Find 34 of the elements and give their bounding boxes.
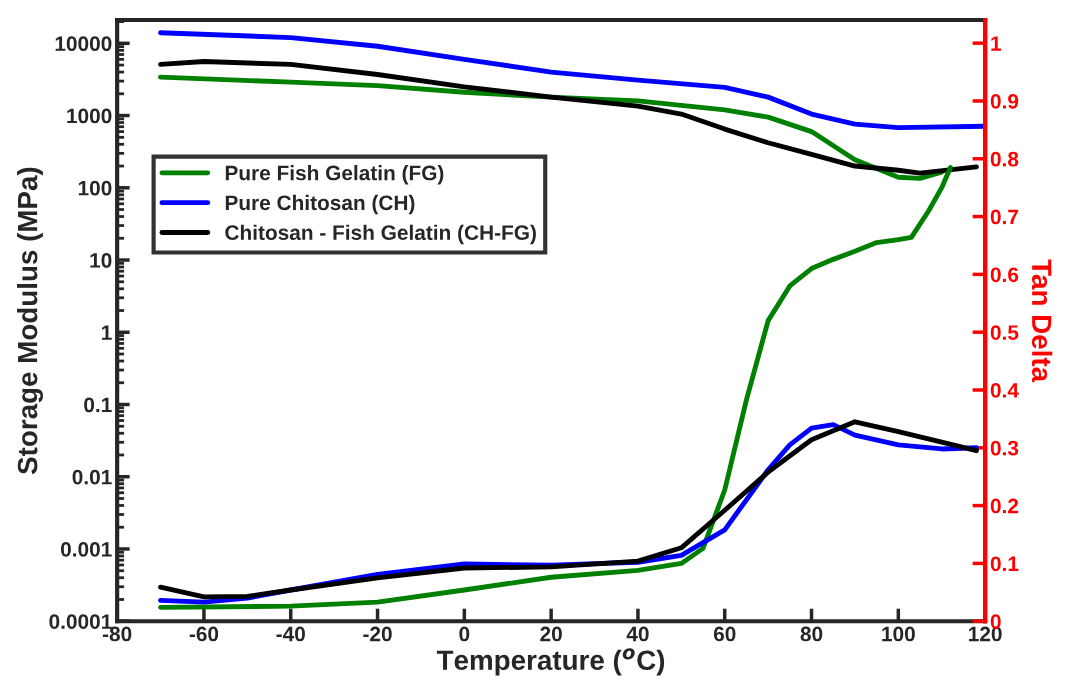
y2-tick-label: 0.7: [990, 209, 1019, 225]
x-tick-label: 40: [626, 626, 649, 642]
legend-label: Chitosan - Fish Gelatin (CH-FG): [225, 224, 536, 245]
y-tick-label: 10000: [55, 36, 112, 52]
y2-tick-label: 0.8: [990, 151, 1019, 167]
x-tick-label: 0: [459, 626, 470, 642]
y2-tick-label: 0.9: [990, 93, 1019, 109]
y-axis-title: Storage Modulus (MPa): [17, 167, 44, 475]
y-tick-label: 0.01: [72, 469, 112, 485]
y-tick-label: 0.001: [60, 541, 112, 557]
legend-label: Pure Fish Gelatin (FG): [225, 165, 444, 185]
y-tick-label: 1000: [67, 108, 112, 124]
y2-tick-label: 0.1: [990, 556, 1019, 572]
legend-label: Pure Chitosan (CH): [225, 194, 415, 215]
x-tick-label: -60: [189, 626, 219, 642]
y-tick-label: 1: [102, 325, 112, 340]
y2-tick-label: 0.4: [990, 382, 1019, 398]
y-tick-label: 10: [90, 253, 112, 268]
x-axis-title: Temperature ($^{o}$C): [436, 648, 665, 676]
x-tick-label: 80: [800, 626, 823, 642]
y2-axis-title: Tan Delta: [1031, 259, 1053, 383]
y2-tick-label: 0.2: [990, 498, 1019, 514]
x-tick-label: -40: [276, 626, 305, 642]
y2-tick-label: 0.6: [990, 267, 1019, 283]
line-series: [158, 30, 986, 131]
y2-tick-label: 0.3: [990, 440, 1019, 456]
y2-tick-label: 1: [991, 36, 1001, 51]
x-tick-label: 20: [540, 626, 562, 642]
x-tick-label: -20: [363, 626, 392, 642]
y2-tick-label: 0.5: [990, 325, 1019, 340]
x-tick-label: 60: [713, 626, 736, 642]
y-tick-label: 0.1: [84, 397, 112, 413]
y-tick-label: 100: [78, 180, 112, 196]
x-tick-label: 100: [882, 626, 915, 642]
